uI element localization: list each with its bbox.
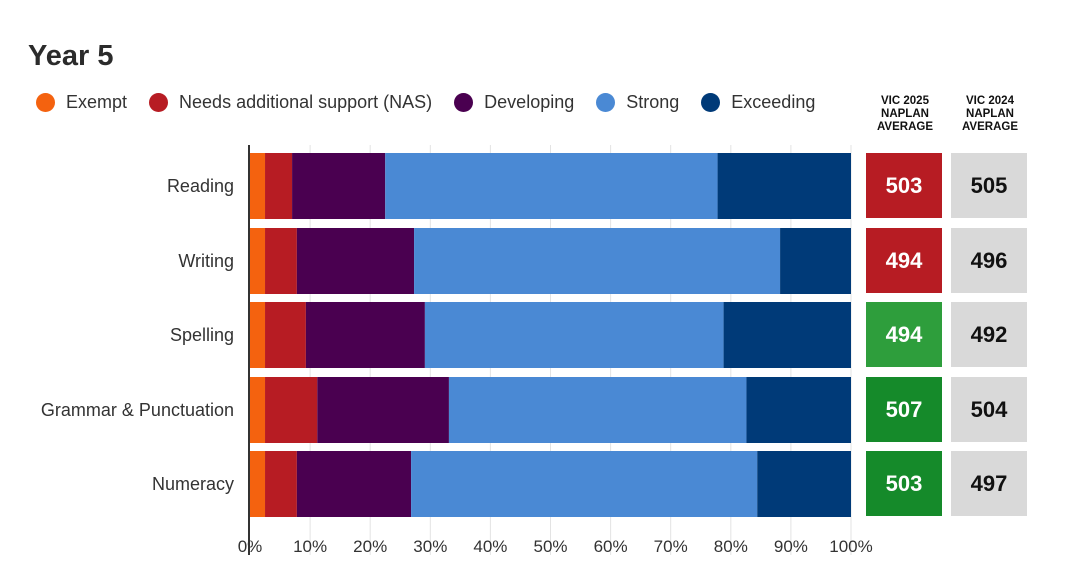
bar-segment-exempt bbox=[250, 302, 266, 368]
bar-segment-exempt bbox=[250, 377, 266, 443]
bar-segment-developing bbox=[305, 302, 425, 368]
bar-segment-developing bbox=[296, 451, 412, 517]
chart-title: Year 5 bbox=[28, 40, 114, 72]
bar-segment-developing bbox=[292, 153, 386, 219]
vic-2024-average-cell: 492 bbox=[951, 302, 1027, 367]
x-tick-label: 30% bbox=[413, 537, 447, 556]
bar-segment-developing bbox=[317, 377, 449, 443]
legend-label-nas: Needs additional support (NAS) bbox=[179, 92, 433, 112]
legend-item-developing: Developing bbox=[454, 92, 574, 113]
vic-2024-header: VIC 2024 NAPLAN AVERAGE bbox=[961, 95, 1019, 133]
x-tick-label: 90% bbox=[774, 537, 808, 556]
vic-2024-average-cell: 504 bbox=[951, 377, 1027, 442]
bar-segment-exceeding bbox=[780, 228, 851, 294]
vic-2025-average-cell: 503 bbox=[866, 153, 942, 218]
vic-2025-average-cell: 494 bbox=[866, 228, 942, 293]
bar-segment-exempt bbox=[250, 228, 266, 294]
x-tick-label: 40% bbox=[473, 537, 507, 556]
category-label: Spelling bbox=[170, 325, 234, 345]
legend-swatch-exceeding bbox=[701, 93, 721, 112]
category-label: Writing bbox=[178, 251, 234, 271]
bar-segment-exempt bbox=[250, 451, 266, 517]
legend-label-developing: Developing bbox=[484, 92, 575, 112]
category-label: Grammar & Punctuation bbox=[41, 400, 234, 420]
bar-segment-exempt bbox=[250, 153, 266, 219]
legend-item-exceeding: Exceeding bbox=[701, 92, 815, 113]
legend-label-strong: Strong bbox=[626, 92, 680, 112]
legend-item-nas: Needs additional support (NAS) bbox=[149, 92, 432, 113]
vic-2024-average-cell: 505 bbox=[951, 153, 1027, 218]
vic-2025-average-cell: 494 bbox=[866, 302, 942, 367]
bar-segment-strong bbox=[414, 228, 781, 294]
bar-segment-exceeding bbox=[746, 377, 851, 443]
x-tick-label: 70% bbox=[654, 537, 688, 556]
x-tick-label: 50% bbox=[533, 537, 567, 556]
bar-segment-nas bbox=[265, 377, 318, 443]
legend-swatch-strong bbox=[596, 93, 616, 112]
bar-segment-strong bbox=[424, 302, 724, 368]
bar-segment-nas bbox=[265, 451, 297, 517]
x-tick-label: 100% bbox=[829, 537, 872, 556]
bar-segment-exceeding bbox=[723, 302, 851, 368]
legend-swatch-nas bbox=[149, 93, 169, 112]
x-tick-label: 10% bbox=[293, 537, 327, 556]
bar-segment-exceeding bbox=[717, 153, 851, 219]
category-label: Numeracy bbox=[152, 474, 234, 494]
bar-segment-developing bbox=[296, 228, 415, 294]
bar-segment-exceeding bbox=[757, 451, 851, 517]
legend-swatch-developing bbox=[454, 93, 474, 112]
vic-2025-header: VIC 2025 NAPLAN AVERAGE bbox=[876, 95, 934, 133]
vic-2025-average-cell: 503 bbox=[866, 451, 942, 516]
x-tick-label: 80% bbox=[714, 537, 748, 556]
bar-segment-strong bbox=[411, 451, 758, 517]
bar-segment-nas bbox=[265, 153, 293, 219]
bar-segment-nas bbox=[265, 228, 297, 294]
x-tick-label: 60% bbox=[594, 537, 628, 556]
vic-2024-average-cell: 496 bbox=[951, 228, 1027, 293]
legend-item-exempt: Exempt bbox=[36, 92, 127, 113]
x-tick-label: 20% bbox=[353, 537, 387, 556]
legend: Exempt Needs additional support (NAS) De… bbox=[36, 92, 837, 113]
bar-segment-strong bbox=[448, 377, 747, 443]
legend-swatch-exempt bbox=[36, 93, 55, 112]
bar-segment-nas bbox=[265, 302, 306, 368]
bar-segment-strong bbox=[385, 153, 718, 219]
vic-2024-average-cell: 497 bbox=[951, 451, 1027, 516]
legend-item-strong: Strong bbox=[596, 92, 679, 113]
category-label: Reading bbox=[167, 176, 234, 196]
vic-2025-average-cell: 507 bbox=[866, 377, 942, 442]
legend-label-exempt: Exempt bbox=[66, 92, 128, 112]
legend-label-exceeding: Exceeding bbox=[731, 92, 816, 112]
